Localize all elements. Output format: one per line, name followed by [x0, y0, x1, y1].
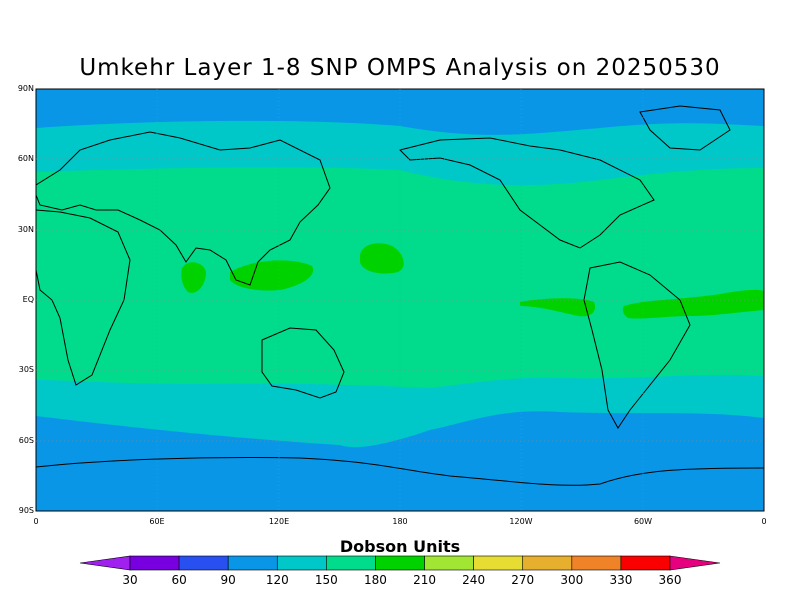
colorbar-swatch: [129, 555, 180, 571]
y-tick-label: 90S: [18, 506, 34, 515]
y-tick-label: 30S: [18, 365, 34, 374]
coastline-eurasia: [36, 131, 331, 286]
map-title: Umkehr Layer 1-8 SNP OMPS Analysis on 20…: [79, 55, 721, 81]
x-tick-label: 180: [392, 517, 408, 526]
colorbar-swatch: [326, 555, 376, 571]
grid-lines: [36, 89, 764, 511]
colorbar-swatch: [79, 555, 131, 571]
coastline-north-america: [399, 137, 655, 249]
colorbar-tick-label: 180: [364, 573, 387, 587]
x-tick-label: 60E: [149, 517, 165, 526]
x-tick-label: 120E: [268, 517, 290, 526]
colorbar-swatch: [669, 555, 721, 571]
colorbar-tick-label: 300: [560, 573, 584, 587]
colorbar-swatch: [571, 555, 622, 571]
colorbar-tick-label: 240: [462, 573, 486, 587]
coastline-antarctica: [36, 456, 764, 486]
colorbar-swatch: [178, 555, 229, 571]
patch-180-210: [520, 298, 596, 317]
y-tick-label: 90N: [17, 84, 34, 93]
colorbar-tick-label: 120: [265, 573, 289, 587]
x-tick-label: 0: [761, 517, 767, 526]
colorbar-tick-label: 330: [609, 573, 633, 587]
y-tick-label: 60S: [18, 436, 34, 445]
colorbar-swatch: [522, 555, 573, 571]
coastline-south-america: [583, 261, 691, 429]
colorbar-swatch: [276, 555, 327, 571]
colorbar-swatch: [620, 555, 671, 571]
x-tick-label: 0: [33, 517, 39, 526]
colorbar-title: Dobson Units: [339, 537, 461, 556]
patch-180-210: [181, 262, 206, 293]
colorbar: [79, 555, 721, 571]
x-tick-label: 120W: [509, 517, 533, 526]
colorbar-tick-label: 30: [122, 573, 138, 587]
y-tick-label: EQ: [22, 295, 34, 304]
colorbar-tick-label: 270: [511, 573, 535, 587]
colorbar-swatch: [473, 555, 524, 571]
colorbar-tick-label: 360: [658, 573, 682, 587]
colorbar-swatch: [227, 555, 278, 571]
colorbar-tick-label: 60: [171, 573, 187, 587]
y-tick-label: 60N: [17, 154, 34, 163]
colorbar-tick-label: 150: [314, 573, 338, 587]
coastline-australia: [261, 327, 345, 399]
coastline-greenland: [639, 105, 731, 151]
colorbar-tick-label: 90: [220, 573, 236, 587]
colorbar-tick-label: 210: [413, 573, 436, 587]
y-tick-label: 30N: [17, 225, 34, 234]
coastlines: [36, 105, 764, 486]
x-tick-label: 60W: [633, 517, 653, 526]
patch-180-210: [622, 289, 764, 319]
colorbar-swatch: [375, 555, 425, 571]
coastline-africa: [36, 209, 131, 386]
patch-180-210: [360, 243, 404, 274]
colorbar-swatch: [424, 555, 474, 571]
